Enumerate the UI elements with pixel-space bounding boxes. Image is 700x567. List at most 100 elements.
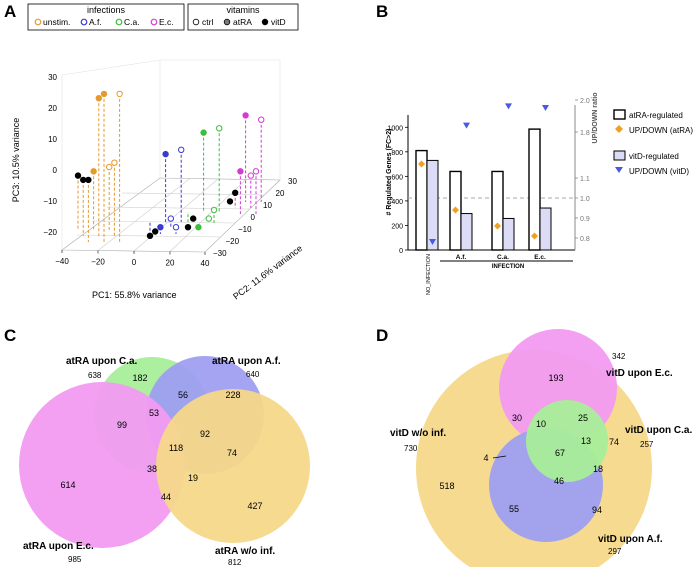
- pca-point: [106, 163, 113, 171]
- pca-point: [90, 168, 97, 175]
- venn-d-set-total: 342: [612, 352, 626, 361]
- venn-d-set-total: 730: [404, 444, 418, 453]
- bar-atra: [491, 170, 504, 251]
- legend-infection-label: A.f.: [89, 17, 102, 27]
- venn-c-region: 44: [161, 492, 171, 502]
- pca-point: [95, 95, 103, 102]
- venn-d-region: 193: [548, 373, 563, 383]
- pca-x-tick-label: 20: [166, 259, 175, 268]
- venn-c-region: 118: [169, 443, 183, 453]
- legend-vitamin-label: vitD: [271, 17, 286, 27]
- pca-y-tick-label: 0: [251, 213, 256, 222]
- venn-vitd: 193 30 10 25 13 74 67 18 46 4 518 55 94 …: [390, 329, 692, 567]
- legend-vitamin-marker: [223, 18, 231, 26]
- bar-y-tick-label: 600: [391, 174, 403, 181]
- venn-d-region: 25: [578, 413, 588, 423]
- pca-point: [258, 116, 265, 123]
- legend-infections-title: infections: [87, 5, 126, 15]
- pca-point: [80, 176, 87, 184]
- bar-vitd: [460, 213, 473, 251]
- pca-z-tick-label: −20: [43, 228, 57, 237]
- pca-point: [85, 176, 92, 184]
- venn-c-region: 427: [247, 501, 262, 511]
- ratio-atra-diamond: [418, 160, 425, 168]
- legend-infection-label: E.c.: [159, 17, 174, 27]
- bar-y-tick-label: 400: [391, 199, 403, 206]
- venn-c-set-label: atRA w/o inf.: [215, 546, 275, 557]
- pca-point: [172, 224, 180, 231]
- venn-c-region: 614: [60, 480, 75, 490]
- pca-3d-plot: −40 −20 0 20 40−30−20−100102030−20−100102030…: [11, 59, 304, 302]
- venn-c-region: 56: [178, 390, 188, 400]
- pca-y-tick-label: 30: [288, 177, 297, 186]
- panel-letter-c: C: [4, 326, 16, 345]
- pca-point: [252, 168, 260, 175]
- venn-c-region: 53: [149, 408, 159, 418]
- legend-vitamins-title: vitamins: [226, 5, 260, 15]
- bar-atra: [528, 128, 541, 251]
- pca-point: [237, 168, 244, 175]
- venn-c-region: 92: [200, 429, 210, 439]
- venn-d-leader-line: [492, 455, 507, 459]
- pca-point: [190, 215, 197, 222]
- bar-category-label: NO_INFECTION: [426, 254, 432, 295]
- venn-c-set-total: 985: [68, 555, 82, 564]
- pca-point: [157, 224, 164, 231]
- venn-d-region: 67: [555, 448, 565, 458]
- venn-c-region: 182: [132, 373, 147, 383]
- venn-d-set-label: vitD w/o inf.: [390, 428, 446, 439]
- bar-legend-swatch: [615, 125, 623, 133]
- venn-d-region: 46: [554, 476, 564, 486]
- pca-point: [205, 215, 213, 222]
- legend-vitamin-label: atRA: [233, 17, 252, 27]
- legend-infections-items: unstim. A.f. C.a. E.c.: [34, 17, 174, 27]
- bar-y2-tick-label: 0.8: [580, 236, 590, 243]
- bar-category-label: C.a.: [497, 254, 509, 261]
- pca-z-tick-label: −10: [43, 197, 57, 206]
- venn-c-set-total: 638: [88, 371, 102, 380]
- pca-zlabel: PC3: 10.5% variance: [11, 118, 21, 203]
- pca-y-tick-label: −20: [226, 237, 240, 246]
- pca-z-tick-label: 30: [48, 73, 57, 82]
- bar-marks: NO_INFECTION A.f. C.a. E.c.: [415, 103, 552, 295]
- legend-infection-label: C.a.: [124, 17, 140, 27]
- venn-d-region: 30: [512, 413, 522, 423]
- venn-d-region: 13: [581, 436, 591, 446]
- bar-legend-swatch: [613, 150, 626, 161]
- pca-point: [167, 215, 175, 222]
- legend-vitamins-box: [187, 3, 299, 31]
- ratio-atra-diamond: [494, 222, 501, 230]
- bar-y2-tick-label: 2.0: [580, 98, 590, 105]
- venn-d-region: 18: [593, 464, 603, 474]
- pca-point: [247, 172, 255, 179]
- venn-c-region: 38: [147, 464, 157, 474]
- pca-floor-grid: [61, 177, 281, 253]
- pca-z-tick-label: 0: [53, 166, 58, 175]
- bar-y-tick-label: 0: [399, 248, 403, 255]
- bar-legend-label: UP/DOWN (vitD): [629, 167, 689, 176]
- ratio-vitd-triangle: [505, 103, 512, 110]
- ratio-vitd-triangle: [429, 239, 436, 245]
- ratio-atra-diamond: [452, 206, 459, 214]
- venn-d-region: 55: [509, 504, 519, 514]
- pca-ylabel: PC2: 11.6% variance: [231, 243, 304, 301]
- pca-x-tick-label: −20: [91, 258, 105, 267]
- bar-y2label: UP/DOWN ratio: [592, 93, 599, 144]
- pca-y-tick-label: −30: [213, 249, 227, 258]
- pca-point: [216, 125, 223, 132]
- pca-point: [152, 228, 159, 235]
- venn-c-set-total: 812: [228, 558, 242, 567]
- venn-d-region: 74: [609, 437, 619, 447]
- bar-legend-swatch: [613, 109, 626, 120]
- bar-y2-tick-label: 1.1: [580, 176, 590, 183]
- pca-point: [226, 198, 234, 205]
- bar-y2-tick-label: 1.8: [580, 130, 590, 137]
- pca-y-tick-label: −10: [238, 225, 252, 234]
- venn-d-set-label: vitD upon C.a.: [625, 425, 692, 436]
- legend-vitamin-marker: [192, 18, 200, 26]
- venn-d-set-label: vitD upon E.c.: [606, 368, 673, 379]
- venn-d-region: 94: [592, 505, 602, 515]
- pca-point: [200, 129, 207, 136]
- venn-c-set-label: atRA upon E.c.: [23, 541, 94, 552]
